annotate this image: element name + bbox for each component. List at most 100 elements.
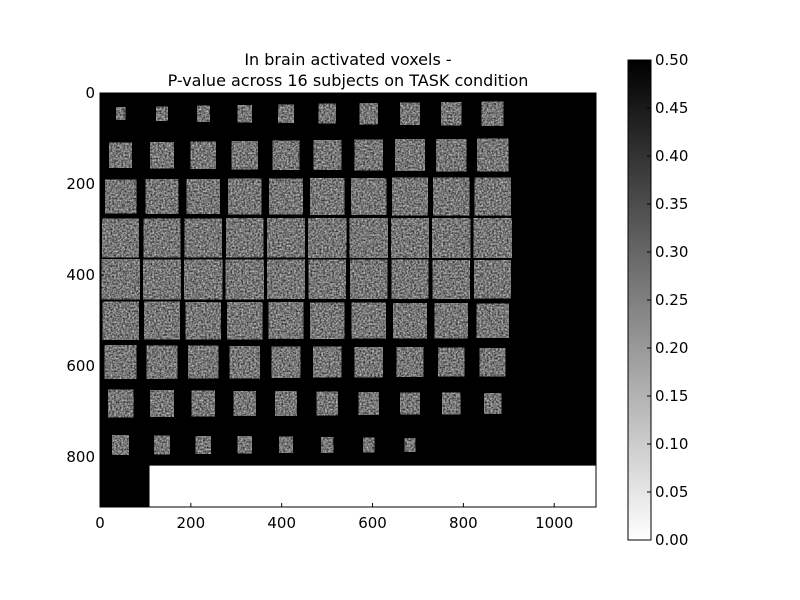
brain-slice bbox=[358, 392, 379, 415]
brain-slice bbox=[112, 435, 129, 455]
brain-slice bbox=[102, 218, 139, 258]
brain-slice bbox=[351, 302, 386, 339]
x-tick-label: 400 bbox=[267, 514, 296, 532]
brain-slice bbox=[184, 259, 223, 300]
colorbar-tick-label: 0.10 bbox=[655, 435, 688, 453]
colorbar-tick-label: 0.00 bbox=[655, 531, 688, 549]
brain-slice bbox=[474, 177, 511, 216]
x-tick-label: 800 bbox=[449, 514, 478, 532]
colorbar-tick-label: 0.30 bbox=[655, 243, 688, 261]
brain-slice bbox=[156, 106, 168, 121]
y-tick-label: 800 bbox=[66, 448, 95, 466]
brain-slice bbox=[474, 260, 512, 299]
brain-slice bbox=[441, 102, 462, 126]
brain-slice bbox=[233, 391, 256, 416]
brain-slice bbox=[278, 104, 294, 123]
chart-title-line-1: In brain activated voxels - bbox=[244, 50, 451, 69]
brain-slice bbox=[197, 105, 210, 122]
brain-slice bbox=[436, 139, 467, 172]
brain-slice bbox=[391, 218, 429, 258]
brain-slice bbox=[186, 179, 220, 214]
brain-slice bbox=[271, 346, 301, 378]
brain-slice bbox=[354, 139, 383, 171]
brain-slice bbox=[308, 218, 347, 258]
x-tick-label: 200 bbox=[177, 514, 206, 532]
brain-slice bbox=[184, 218, 222, 258]
colorbar-tick-label: 0.40 bbox=[655, 147, 688, 165]
brain-slice bbox=[143, 218, 181, 258]
brain-slice bbox=[391, 259, 429, 299]
brain-slice bbox=[395, 139, 425, 171]
brain-slice bbox=[359, 103, 378, 125]
chart-title-line-2: P-value across 16 subjects on TASK condi… bbox=[168, 71, 529, 90]
brain-slice bbox=[272, 140, 300, 170]
brain-slice bbox=[279, 436, 293, 453]
brain-slice bbox=[188, 345, 219, 379]
colorbar-tick-label: 0.50 bbox=[655, 51, 688, 69]
brain-slice bbox=[351, 178, 387, 215]
brain-slice bbox=[226, 218, 264, 258]
colorbar-tick-label: 0.05 bbox=[655, 483, 688, 501]
brain-slice bbox=[404, 438, 416, 452]
brain-slice bbox=[476, 303, 509, 338]
brain-slice bbox=[105, 179, 137, 214]
brain-slice bbox=[267, 259, 305, 299]
x-axis: 0 200 400 600 800 1000 bbox=[95, 93, 573, 532]
brain-slice bbox=[154, 435, 170, 455]
x-tick-label: 1000 bbox=[535, 514, 573, 532]
brain-slice bbox=[185, 302, 221, 340]
brain-slice bbox=[442, 392, 461, 415]
brain-slice bbox=[102, 301, 139, 340]
x-tick-label: 600 bbox=[358, 514, 387, 532]
brain-slice bbox=[237, 105, 252, 123]
brain-slice bbox=[231, 141, 258, 170]
brain-slice bbox=[146, 345, 178, 379]
brain-slice bbox=[354, 347, 383, 378]
brain-slice bbox=[310, 302, 345, 339]
brain-slice bbox=[308, 259, 346, 299]
brain-slice bbox=[101, 259, 140, 300]
brain-slice bbox=[434, 303, 468, 339]
brain-slice bbox=[227, 302, 263, 340]
y-tick-label: 600 bbox=[66, 357, 95, 375]
brain-slice bbox=[396, 347, 424, 377]
colorbar-tick-label: 0.35 bbox=[655, 195, 688, 213]
brain-slice bbox=[191, 390, 215, 417]
brain-slice bbox=[190, 141, 216, 169]
plot-frame bbox=[99, 92, 597, 508]
brain-slice bbox=[310, 178, 345, 215]
brain-slice bbox=[144, 301, 180, 340]
brain-slice bbox=[108, 389, 134, 418]
brain-slice bbox=[225, 259, 264, 300]
brain-slice bbox=[473, 218, 512, 258]
brain-slice bbox=[150, 142, 174, 169]
brain-slice bbox=[349, 218, 388, 258]
chart-title: In brain activated voxels - P-value acro… bbox=[168, 50, 529, 90]
brain-slice bbox=[432, 218, 471, 258]
colorbar: 0.00 0.05 0.10 0.15 0.20 0.25 0.30 0.35 0.40 0.45… bbox=[627, 51, 688, 549]
brain-slice bbox=[400, 102, 420, 125]
blank-region bbox=[149, 465, 596, 507]
brain-slice bbox=[484, 393, 502, 414]
brain-slice bbox=[350, 259, 388, 299]
brain-slice bbox=[116, 107, 126, 120]
brain-slice bbox=[145, 179, 179, 214]
brain-slice bbox=[229, 346, 260, 379]
brain-slice bbox=[481, 101, 504, 126]
colorbar-tick-label: 0.20 bbox=[655, 339, 688, 357]
colorbar-ticks: 0.00 0.05 0.10 0.15 0.20 0.25 0.30 0.35 0.40 0.45… bbox=[647, 51, 688, 549]
brain-slice bbox=[275, 391, 297, 416]
brain-slice bbox=[321, 437, 334, 453]
y-axis: 0 200 400 600 800 bbox=[66, 84, 596, 466]
brain-slice bbox=[318, 103, 336, 124]
brain-slice bbox=[316, 391, 338, 416]
brain-slice bbox=[433, 177, 470, 216]
brain-slice bbox=[143, 259, 181, 300]
brain-slice bbox=[268, 302, 304, 340]
colorbar-tick-label: 0.15 bbox=[655, 387, 688, 405]
brain-slices bbox=[101, 101, 512, 455]
brain-slice bbox=[267, 218, 305, 258]
brain-slice bbox=[104, 345, 137, 379]
brain-slice bbox=[432, 260, 470, 299]
